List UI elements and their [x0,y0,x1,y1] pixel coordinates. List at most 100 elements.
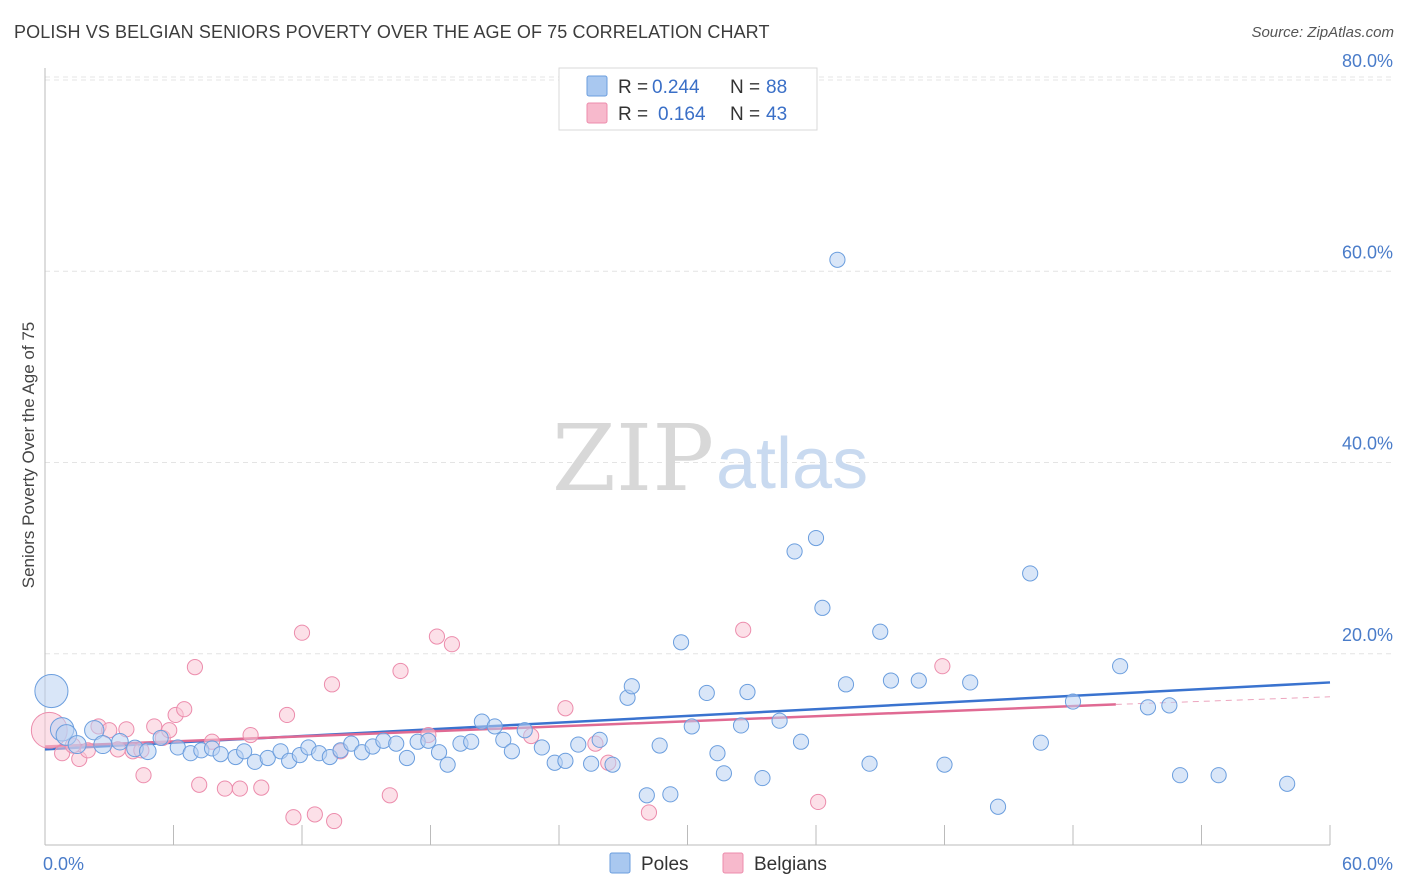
data-point-poles [807,529,825,547]
data-point-poles [503,743,520,760]
y-tick-label: 80.0% [1342,51,1393,71]
data-point-belgians [735,621,752,638]
data-point-belgians [323,676,341,693]
y-axis-label: Seniors Poverty Over the Age of 75 [19,322,38,588]
data-point-belgians [176,701,193,718]
legend-swatch-belgians [586,102,608,124]
data-point-poles [1064,693,1082,710]
data-point-poles [139,742,157,761]
x-tick-label: 0.0% [43,854,84,874]
legend-n-value: 88 [766,77,787,98]
legend-r-label: R = [618,77,648,98]
data-point-belgians [191,776,208,793]
data-point-belgians [640,804,658,821]
x-tick-label: 60.0% [1342,854,1393,874]
data-point-poles [771,712,788,729]
data-point-poles [814,599,831,616]
data-point-belgians [810,793,827,811]
trend-line-belgians [44,703,1116,748]
bottom-legend-label-belgians: Belgians [754,854,827,875]
data-point-poles [84,720,105,741]
data-point-poles [398,749,416,767]
watermark-atlas: atlas [716,424,868,504]
data-point-poles [1022,565,1039,582]
data-point-poles [989,798,1007,815]
y-tick-label: 60.0% [1342,242,1393,262]
data-point-poles [1171,767,1189,784]
data-point-poles [638,787,655,804]
data-point-belgians [392,662,409,680]
data-point-poles [1032,734,1049,751]
data-point-poles [236,743,253,760]
bottom-legend: Poles Belgians [609,852,827,875]
trend-lines [44,681,1331,751]
top-legend: R = 0.244 N = 88 R = 0.164 N = 43 [558,67,818,131]
y-tick-label: 40.0% [1342,434,1393,454]
y-tick-label: 20.0% [1342,625,1393,645]
data-point-poles [754,769,771,787]
data-point-poles [1161,697,1178,714]
legend-r-label: R = [618,104,648,125]
data-point-poles [67,735,87,755]
data-point-poles [662,786,679,803]
data-point-poles [1279,775,1296,792]
data-point-poles [962,674,979,691]
data-point-belgians [231,780,248,797]
data-point-poles [533,739,550,756]
data-point-poles [570,736,587,753]
y-tick-labels: 20.0% 40.0% 60.0% 80.0% [1342,51,1393,645]
data-point-poles [829,251,846,268]
data-point-poles [732,717,750,734]
data-point-poles [583,755,600,772]
data-point-poles [591,731,608,748]
legend-n-value: 43 [766,104,787,125]
data-point-poles [34,673,69,709]
data-point-poles [420,732,437,749]
data-point-poles [152,729,169,746]
data-point-poles [709,745,726,762]
data-point-poles [516,722,533,739]
data-point-poles [439,756,456,773]
data-point-poles [861,755,878,772]
data-point-belgians [242,726,259,744]
data-point-belgians [253,779,270,796]
data-point-poles [388,735,405,752]
data-point-poles [910,672,927,689]
data-point-poles [111,732,129,751]
data-point-poles [683,718,700,735]
data-point-poles [872,623,889,640]
data-point-belgians [293,624,311,641]
bottom-legend-swatch-poles [609,852,631,874]
bottom-legend-swatch-belgians [722,852,744,874]
data-point-poles [786,543,803,560]
legend-swatch-poles [586,75,608,97]
source-label: Source: ZipAtlas.com [1251,24,1394,41]
data-point-poles [882,672,900,689]
legend-r-value: 0.164 [658,104,706,125]
data-point-poles [212,746,229,763]
data-point-poles [557,752,574,769]
data-point-belgians [306,806,323,823]
legend-r-value: 0.244 [652,77,700,98]
data-point-poles [259,749,276,767]
data-point-poles [343,735,360,752]
data-point-belgians [443,636,461,653]
data-point-poles [698,684,715,702]
data-point-belgians [428,628,446,645]
bottom-legend-label-poles: Poles [641,854,689,875]
chart-title: POLISH VS BELGIAN SENIORS POVERTY OVER T… [14,22,770,42]
data-point-poles [1139,699,1157,716]
data-point-poles [1210,767,1227,784]
x-tick-labels: 0.0% 60.0% [43,854,1393,874]
data-point-poles [715,765,732,782]
legend-n-label: N = [730,104,760,125]
data-point-belgians [326,813,343,830]
grid-lines [45,76,1393,655]
data-point-poles [672,634,690,651]
data-point-belgians [216,780,233,797]
data-points [30,251,1296,830]
data-point-poles [936,756,953,773]
data-point-poles [792,733,810,750]
data-point-poles [463,733,480,750]
data-point-belgians [381,787,398,804]
